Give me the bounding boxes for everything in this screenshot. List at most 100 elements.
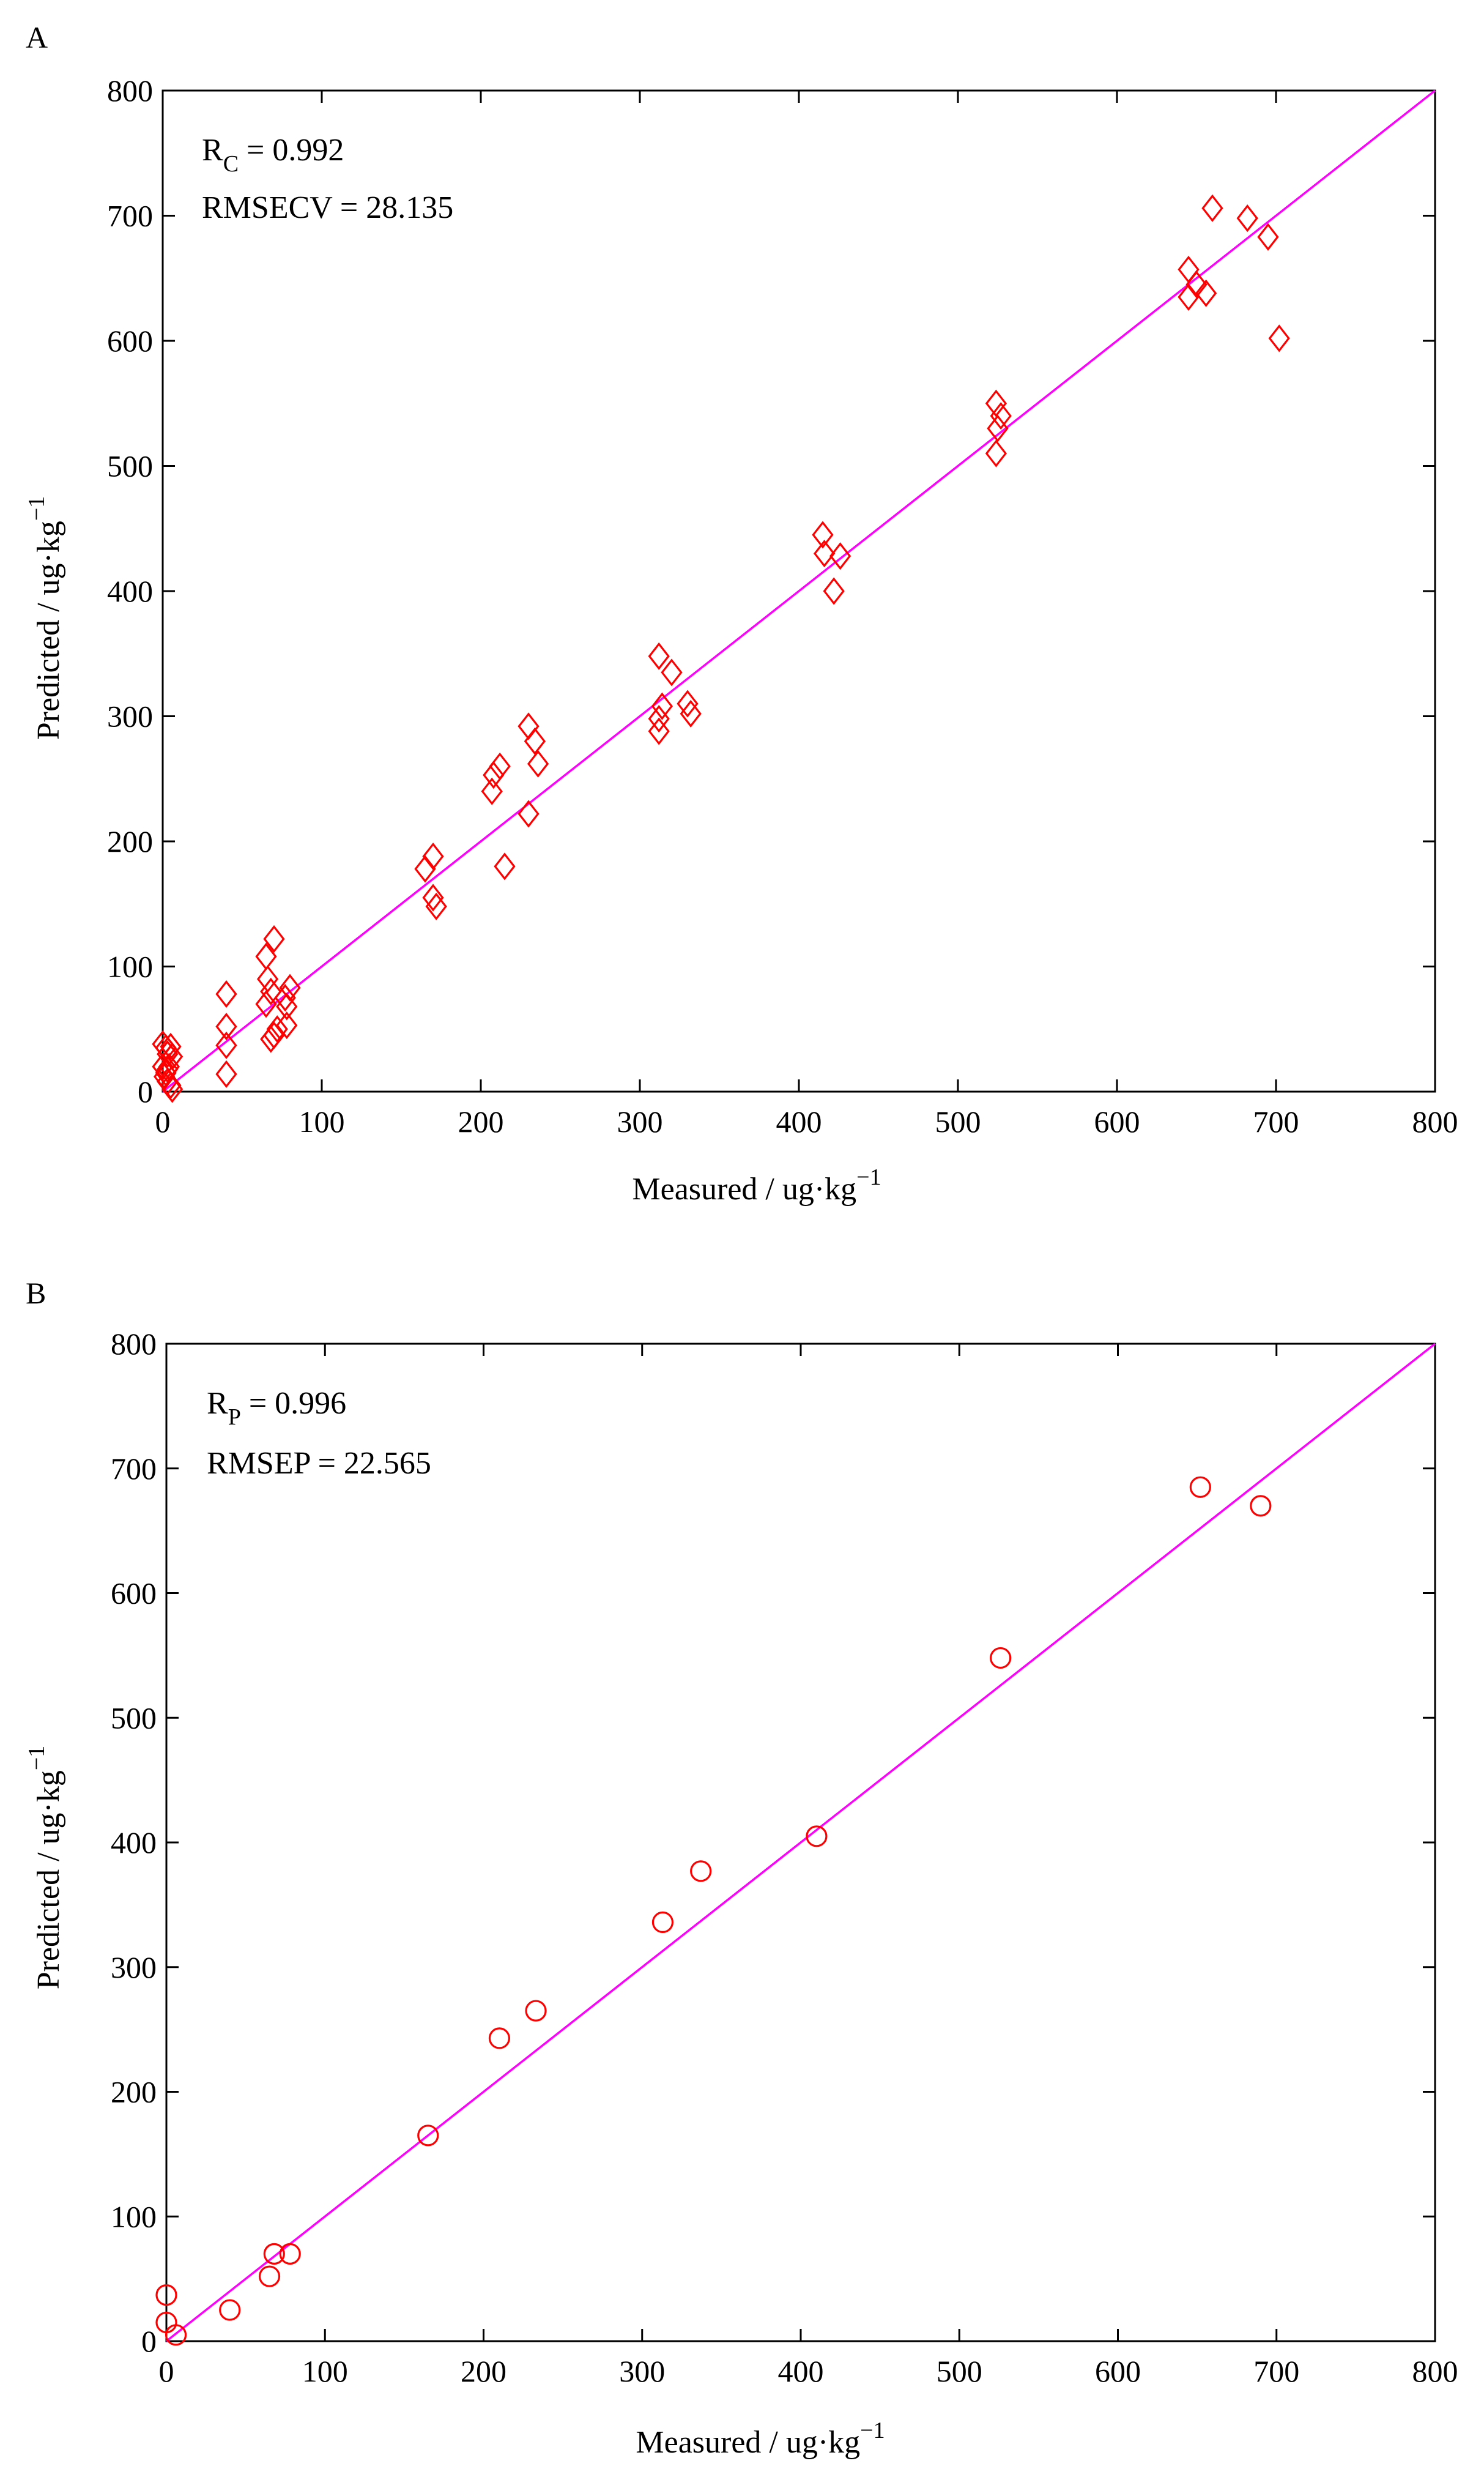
panel-b-y-tick-label: 200 [111, 2075, 157, 2109]
panel-a-data-point [414, 855, 436, 883]
panel-a-x-tick-label: 0 [155, 1104, 171, 1139]
panel-a-data-point [160, 1071, 182, 1100]
panel-a-y-tick-label: 0 [138, 1075, 153, 1109]
panel-b-x-tick-label: 200 [461, 2354, 506, 2388]
panel-a-y-tick-label: 800 [107, 73, 153, 108]
panel-a-data-point [274, 984, 296, 1012]
panel-a-data-point [422, 884, 444, 912]
panel-b-data-point [165, 2324, 187, 2346]
panel-b-x-tick-label: 100 [302, 2354, 348, 2388]
panel-b-r-symbol: R [207, 1386, 228, 1421]
panel-b-y-axis-label-text: Predicted / ug·kg [31, 1770, 66, 1989]
panel-b-data-point [990, 1647, 1012, 1669]
panel-a-r-symbol: R [202, 133, 223, 168]
panel-b-x-tick-label: 700 [1253, 2354, 1299, 2388]
panel-a-data-point [279, 974, 301, 1002]
panel-a-y-tick-label: 700 [107, 199, 153, 233]
panel-a-y-tick-label: 200 [107, 824, 153, 859]
panel-a-y-axis-label: Predicted / ug·kg−1 [24, 496, 66, 740]
panel-a-error-annotation: RMSECV = 28.135 [202, 190, 453, 225]
panel-b-y-tick-label: 600 [111, 1576, 157, 1611]
panel-a-y-tick-label: 500 [107, 449, 153, 483]
panel-b-plot-area: 0 100 200 300 400 500 600 700 800 0 100 200 300 400 50… [111, 1327, 1458, 2388]
panel-b-y-tick-label: 0 [141, 2324, 157, 2358]
panel-a-data-point [489, 752, 511, 780]
panel-a-data-point [263, 925, 285, 953]
panel-a-data-point [260, 1025, 282, 1053]
panel-b-x-axis-label: Measured / ug·kg−1 [636, 2418, 885, 2460]
panel-b-x-tick-label: 400 [778, 2354, 824, 2388]
panel-a-data-point [215, 1031, 237, 1059]
panel-a-data-point [1201, 194, 1223, 222]
panel-a-data-point [425, 892, 447, 920]
panel-a-data-point [812, 521, 834, 549]
panel-a-data-point [1236, 204, 1258, 233]
panel-a-data-point [813, 540, 836, 568]
panel-b-data-point [488, 2027, 511, 2049]
panel-a-x-tick-label: 200 [458, 1104, 504, 1139]
panel-a-data-point [215, 1060, 237, 1088]
panel-a-data-point [1268, 324, 1290, 352]
panel-a-y-tick-label: 600 [107, 324, 153, 358]
panel-b-y-tick-label: 500 [111, 1700, 157, 1735]
panel-b-data-point [690, 1860, 712, 1882]
panel-a-r-subscript: C [223, 151, 239, 177]
panel-a-data-point [518, 712, 540, 740]
panel-b-r-value: = 0.996 [241, 1386, 346, 1421]
panel-a-y-axis-label-text: Predicted / ug·kg [31, 521, 66, 740]
panel-b-data-point [651, 1911, 674, 1933]
panel-a-data-point [152, 1052, 174, 1081]
panel-a-x-tick-label: 500 [935, 1104, 981, 1139]
panel-a-data-point [276, 993, 298, 1021]
panel-a-data-point [215, 1013, 237, 1041]
panel-b-y-tick-label: 800 [111, 1327, 157, 1361]
panel-a-data-point [215, 980, 237, 1008]
panel-b-x-tick-label: 0 [159, 2354, 174, 2388]
panel-a-data-point [481, 777, 503, 805]
panel-a-x-tick-label: 800 [1412, 1104, 1458, 1139]
panel-a-data-point [823, 577, 845, 605]
panel-b-y-tick-label: 300 [111, 1950, 157, 1984]
panel-b-data-point [155, 2284, 177, 2306]
panel-b-x-tick-label: 600 [1095, 2354, 1141, 2388]
panel-a-data-point [524, 727, 546, 756]
panel-a-fit-line [161, 89, 1436, 1093]
panel-a-data-point [157, 1055, 179, 1083]
panel-a-data-point [518, 800, 540, 828]
panel-b-x-tick-label: 800 [1412, 2354, 1458, 2388]
panel-a-x-tick-label: 600 [1094, 1104, 1140, 1139]
panel-a-label: A [26, 20, 48, 54]
panel-b-y-tick-label: 100 [111, 2199, 157, 2233]
panel-b-data-point [258, 2265, 281, 2287]
panel-a-x-tick-label: 400 [776, 1104, 822, 1139]
panel-b-data-point [1189, 1476, 1211, 1498]
panel-a-data-point [661, 658, 683, 687]
panel-a-data-point [161, 1043, 184, 1071]
panel-a-r-annotation: RC = 0.992 [202, 133, 344, 177]
panel-a-y-axis-label-exponent: −1 [24, 496, 50, 521]
panel-a-x-tick-label: 100 [299, 1104, 345, 1139]
panel-a-data-point [527, 750, 549, 778]
panel-b-x-tick-label: 300 [619, 2354, 665, 2388]
panel-a-x-axis-label-text: Measured / ug·kg [632, 1172, 856, 1207]
panel-a-data-point [985, 439, 1007, 467]
panel-b-error-annotation: RMSEP = 22.565 [207, 1446, 431, 1481]
panel-b: B 0 100 200 300 400 500 600 700 800 0 100 200 300 400… [24, 1276, 1458, 2460]
panel-b-data-point [417, 2125, 439, 2147]
panel-a-y-tick-label: 400 [107, 574, 153, 608]
panel-a-data-point [483, 761, 505, 789]
panel-a-y-tick-label: 100 [107, 950, 153, 984]
panel-b-data-point [263, 2243, 285, 2265]
panel-b-y-tick-label: 400 [111, 1825, 157, 1860]
panel-a: A 0 100 200 300 400 500 600 700 800 0 100 200 300 400… [24, 20, 1458, 1207]
panel-a-data-point [677, 690, 699, 718]
panel-a-data-point [990, 402, 1012, 430]
panel-a-data-point [276, 1011, 298, 1040]
panel-b-r-annotation: RP = 0.996 [207, 1386, 346, 1430]
panel-a-data-point [157, 1040, 179, 1068]
panel-a-data-point [648, 717, 670, 745]
panel-a-data-point [256, 965, 279, 993]
panel-a-data-point [1178, 283, 1200, 311]
panel-a-data-point [680, 699, 702, 728]
